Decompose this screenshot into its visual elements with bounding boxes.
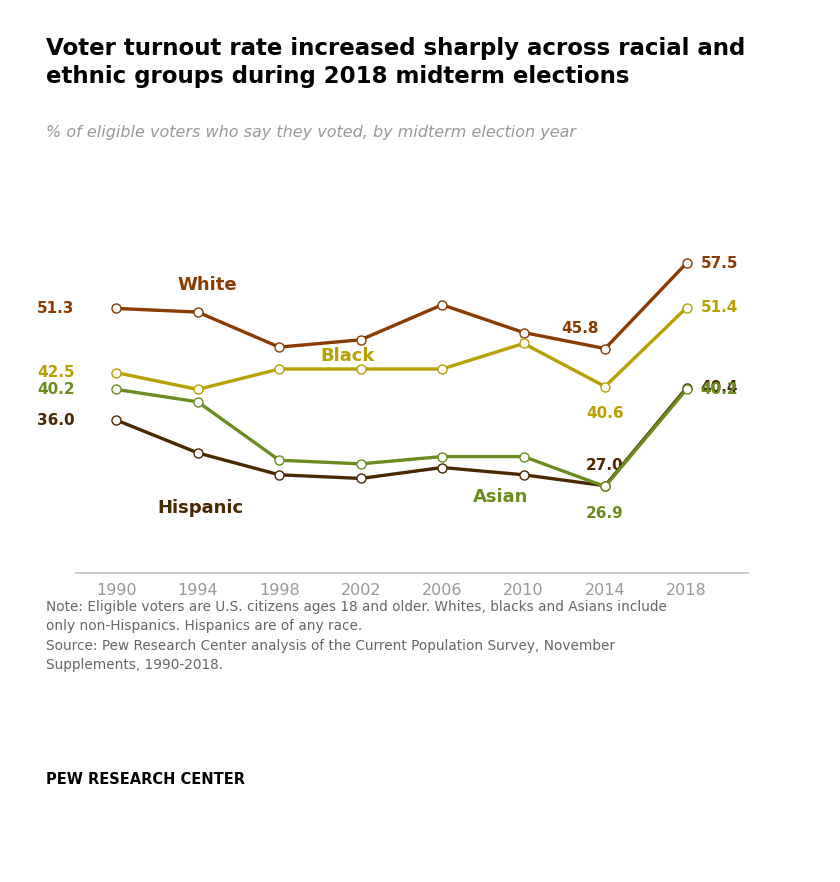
Text: 42.5: 42.5 [37,365,75,380]
Text: Source: Pew Research Center analysis of the Current Population Survey, November: Source: Pew Research Center analysis of … [46,639,615,653]
Text: Note: Eligible voters are U.S. citizens ages 18 and older. Whites, blacks and As: Note: Eligible voters are U.S. citizens … [46,600,667,614]
Text: 40.6: 40.6 [586,406,624,421]
Text: PEW RESEARCH CENTER: PEW RESEARCH CENTER [46,772,245,787]
Text: 57.5: 57.5 [701,256,738,271]
Text: 40.2: 40.2 [701,382,738,397]
Text: Hispanic: Hispanic [157,498,243,517]
Text: Asian: Asian [473,488,528,505]
Text: 45.8: 45.8 [561,321,599,336]
Text: 26.9: 26.9 [586,506,624,521]
Text: Black: Black [320,347,375,365]
Text: 40.4: 40.4 [701,380,738,395]
Text: % of eligible voters who say they voted, by midterm election year: % of eligible voters who say they voted,… [46,125,576,140]
Text: 27.0: 27.0 [586,459,624,474]
Text: 40.2: 40.2 [37,382,75,397]
Text: 36.0: 36.0 [37,413,75,428]
Text: only non-Hispanics. Hispanics are of any race.: only non-Hispanics. Hispanics are of any… [46,619,362,633]
Text: Voter turnout rate increased sharply across racial and
ethnic groups during 2018: Voter turnout rate increased sharply acr… [46,37,745,87]
Text: 51.4: 51.4 [701,300,738,315]
Text: Supplements, 1990-2018.: Supplements, 1990-2018. [46,658,223,672]
Text: 51.3: 51.3 [37,301,75,316]
Text: White: White [177,276,237,294]
